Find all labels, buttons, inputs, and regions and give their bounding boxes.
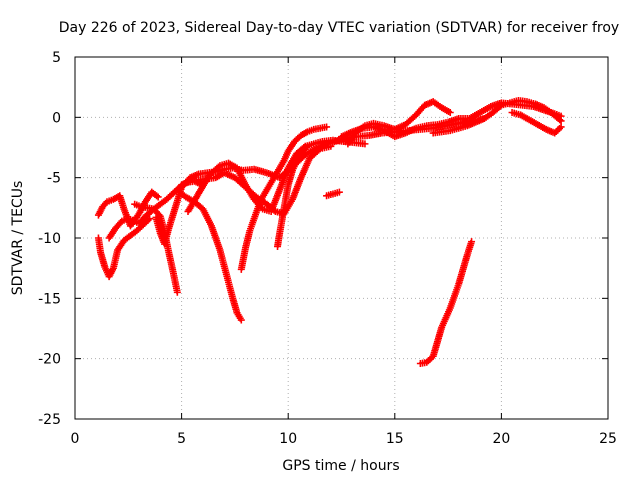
series-arc-6 [175, 188, 245, 324]
chart-title: Day 226 of 2023, Sidereal Day-to-day VTE… [59, 20, 619, 36]
series-arc-1 [94, 215, 154, 281]
y-tick-label: -20 [38, 352, 61, 368]
series-arc-16 [416, 238, 476, 367]
y-tick-label: -5 [47, 171, 61, 187]
y-tick-label: 5 [52, 50, 61, 66]
series-arc-15 [508, 109, 565, 137]
plot-frame [74, 56, 609, 420]
data-point [496, 102, 504, 110]
y-tick-label: -25 [38, 412, 61, 428]
series-arc-9 [237, 123, 331, 273]
x-tick-label: 20 [492, 431, 510, 447]
data-point [556, 116, 564, 124]
series-arc-14 [429, 96, 565, 137]
data-points [94, 96, 565, 367]
data-point [173, 288, 181, 296]
x-axis-label: GPS time / hours [282, 458, 399, 474]
y-tick-label: 0 [52, 110, 61, 126]
x-tick-label: 15 [386, 431, 404, 447]
data-point [237, 316, 245, 324]
x-tick-label: 0 [71, 431, 80, 447]
data-point [154, 193, 162, 201]
x-tick-label: 5 [177, 431, 186, 447]
y-tick-label: -10 [38, 231, 61, 247]
data-point [315, 146, 323, 154]
series-arc-10 [274, 142, 311, 250]
data-point [323, 123, 331, 131]
data-point [361, 140, 369, 148]
x-tick-label: 25 [599, 431, 617, 447]
data-point [557, 117, 565, 125]
data-point [303, 142, 311, 150]
data-point [446, 109, 454, 117]
series-arc-13 [344, 98, 454, 148]
series-arc-11 [323, 188, 343, 200]
data-point [557, 123, 565, 131]
axis-ticks: 0 5 10 15 20 25 -25 -20 -15 -10 -5 0 5 [38, 50, 617, 447]
y-tick-label: -15 [38, 291, 61, 307]
data-point [214, 163, 222, 171]
series-arc-4 [131, 200, 181, 296]
grid-lines [75, 57, 608, 419]
data-point [335, 188, 343, 196]
data-point [468, 238, 476, 246]
data-point [146, 215, 154, 223]
data-point [302, 144, 310, 152]
x-tick-label: 10 [279, 431, 297, 447]
y-axis-label: SDTVAR / TECUs [10, 181, 26, 296]
